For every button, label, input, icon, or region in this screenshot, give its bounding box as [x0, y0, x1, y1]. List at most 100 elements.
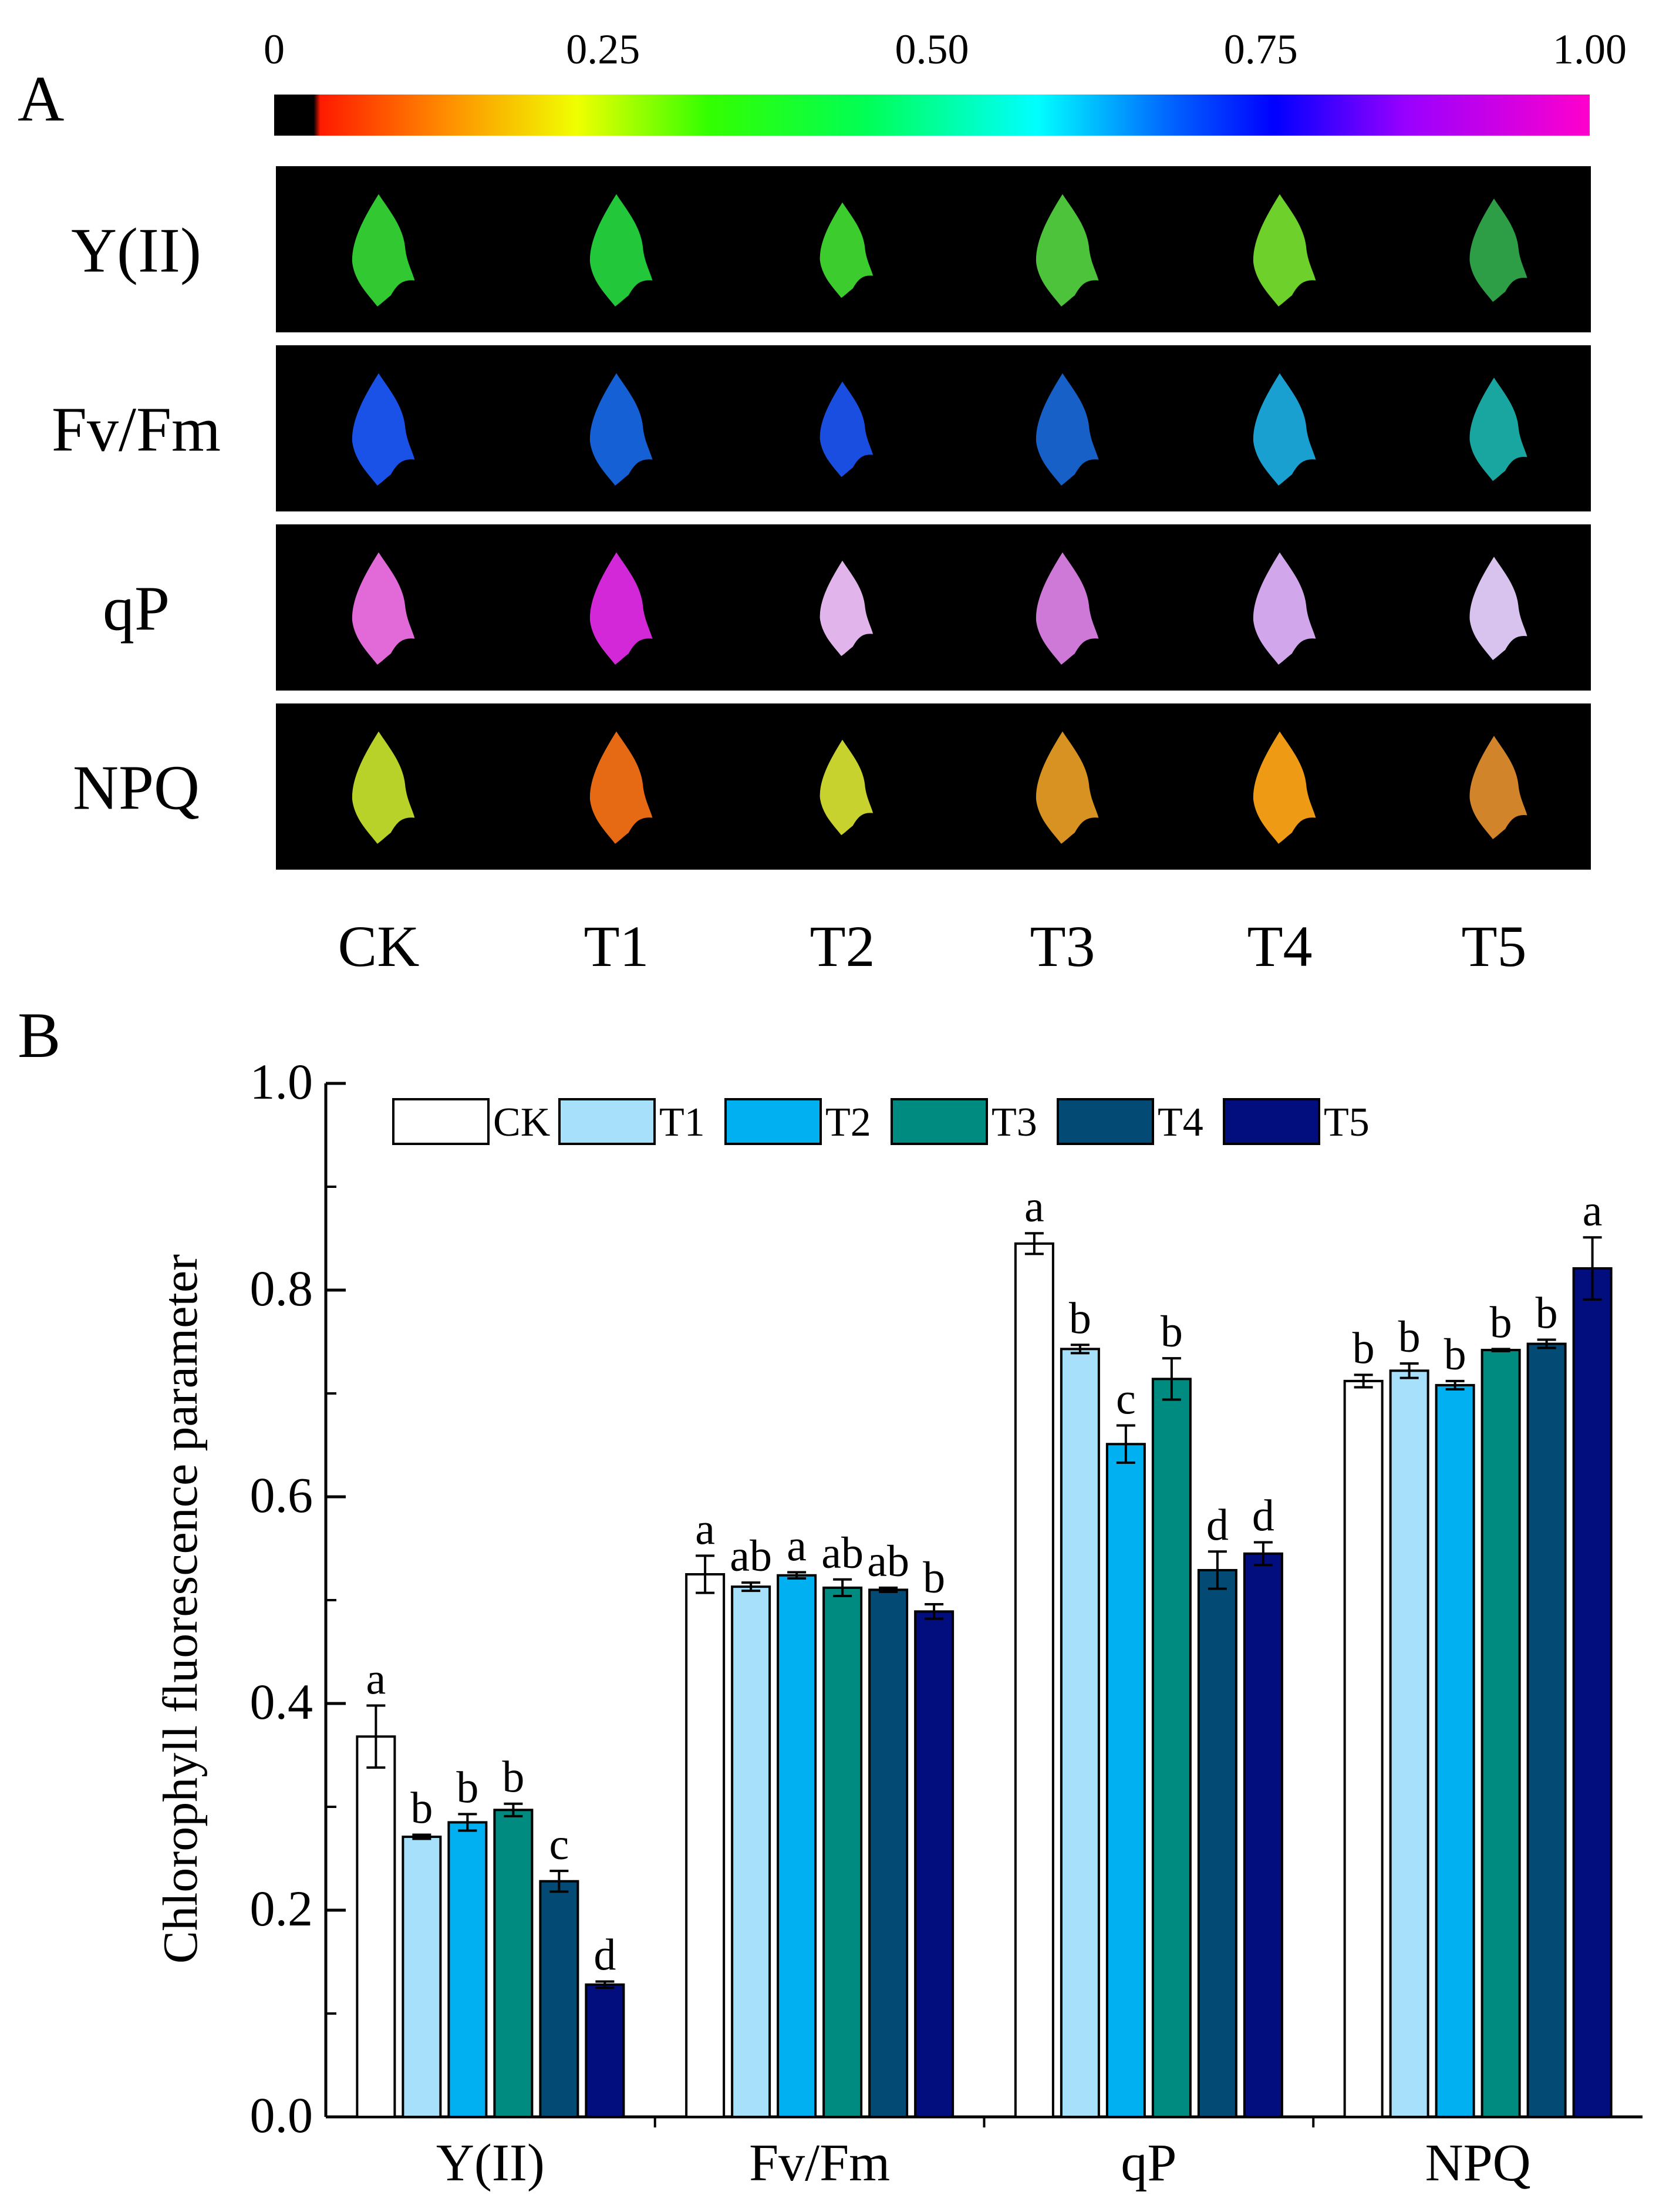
significance-letter: a — [787, 1521, 807, 1570]
y-axis-title: Chlorophyll fluorescence parameter — [153, 1254, 208, 1964]
significance-letter: b — [923, 1553, 945, 1602]
significance-letter: b — [410, 1784, 433, 1833]
legend-label: T4 — [1158, 1100, 1203, 1145]
leaf-image — [589, 552, 653, 665]
leaf-image-panel — [276, 166, 1591, 332]
bar — [1343, 1379, 1384, 2118]
significance-letter: b — [456, 1763, 478, 1812]
bar — [731, 1585, 771, 2119]
colorbar — [274, 95, 1590, 136]
y-tick-label: 0.8 — [250, 1260, 313, 1317]
leaf-image — [1253, 552, 1316, 665]
legend-swatch — [558, 1098, 656, 1145]
leaf-image — [819, 202, 874, 298]
legend-label: T2 — [825, 1100, 871, 1145]
significance-letter: a — [1583, 1186, 1603, 1235]
y-tick-label: 0.0 — [250, 2087, 313, 2143]
treatment-label: T4 — [1247, 914, 1312, 979]
leaf-image — [589, 731, 653, 844]
treatment-label: T1 — [584, 914, 649, 979]
y-tick-label: 0.4 — [250, 1674, 313, 1730]
significance-letter: c — [549, 1820, 569, 1869]
significance-letter: b — [1353, 1324, 1375, 1373]
leaf-image-panel — [276, 524, 1591, 691]
x-category-label: Y(II) — [436, 2134, 545, 2192]
legend-label: T1 — [659, 1100, 705, 1145]
row-label: qP — [103, 574, 170, 644]
bar — [1060, 1348, 1100, 2119]
leaf-image — [819, 739, 874, 836]
significance-letter: b — [1536, 1288, 1558, 1338]
colorbar-tick-label: 0.75 — [1224, 26, 1298, 73]
treatment-label: CK — [338, 914, 420, 979]
significance-letter: b — [1161, 1307, 1183, 1356]
y-tick-label: 1.0 — [250, 1053, 313, 1110]
legend-label: CK — [493, 1100, 550, 1145]
bar — [1572, 1267, 1613, 2118]
leaf-image-panel — [276, 345, 1591, 511]
leaf-image — [352, 731, 415, 844]
significance-letter: b — [1490, 1298, 1512, 1347]
bar — [539, 1880, 579, 2118]
leaf-image — [1253, 731, 1316, 844]
leaf-image — [1469, 736, 1527, 840]
legend-swatch — [392, 1098, 490, 1145]
y-tick-label: 0.6 — [250, 1467, 313, 1523]
panel-a-label: A — [18, 63, 64, 134]
legend-swatch — [891, 1098, 988, 1145]
significance-letter: b — [502, 1753, 524, 1802]
leaf-image — [589, 373, 653, 486]
leaf-image-panel — [276, 703, 1591, 870]
bar — [585, 1983, 625, 2118]
significance-letter: d — [1206, 1500, 1229, 1550]
leaf-image — [1036, 194, 1099, 307]
leaf-image-row: NPQ — [73, 703, 1591, 870]
leaf-image-row: qP — [103, 524, 1591, 691]
bar — [1151, 1378, 1192, 2119]
leaf-image-grid: Y(II) Fv/Fm qP NPQ — [52, 166, 1591, 870]
leaf-image — [819, 381, 874, 477]
leaf-image — [1469, 198, 1527, 302]
row-label: NPQ — [73, 753, 200, 823]
bar — [402, 1836, 442, 2119]
leaf-image — [1469, 557, 1527, 661]
bar — [822, 1586, 863, 2118]
colorbar-tick-label: 1.00 — [1553, 26, 1627, 73]
legend-label: T3 — [991, 1100, 1037, 1145]
legend-swatch — [724, 1098, 822, 1145]
row-label: Fv/Fm — [52, 395, 221, 465]
significance-letter: b — [1444, 1330, 1466, 1379]
legend-swatch — [1057, 1098, 1154, 1145]
leaf-image-row: Fv/Fm — [52, 345, 1591, 511]
bar — [777, 1574, 817, 2118]
leaf-image — [352, 194, 415, 307]
colorbar-tick-label: 0 — [264, 26, 285, 73]
leaf-image — [352, 552, 415, 665]
treatment-label: T3 — [1030, 914, 1095, 979]
significance-letter: a — [366, 1655, 386, 1704]
bar — [1480, 1349, 1521, 2119]
bar — [1526, 1342, 1567, 2118]
bar — [1435, 1383, 1475, 2118]
x-category-label: Fv/Fm — [749, 2134, 890, 2192]
leaf-image — [1036, 373, 1099, 486]
leaf-image — [819, 560, 874, 656]
significance-letter: b — [1069, 1294, 1091, 1343]
significance-letter: a — [1024, 1182, 1044, 1231]
significance-letter: ab — [730, 1531, 772, 1581]
x-category-label: qP — [1121, 2134, 1176, 2192]
bar — [685, 1573, 726, 2118]
leaf-image — [1469, 378, 1527, 482]
leaf-image — [352, 373, 415, 486]
colorbar-tick-label: 0.50 — [895, 26, 969, 73]
bar — [1014, 1242, 1054, 2118]
significance-letter: c — [1116, 1375, 1136, 1424]
bar — [356, 1735, 396, 2119]
significance-letter: ab — [821, 1528, 864, 1578]
significance-letter: a — [695, 1504, 715, 1554]
bar-chart: 0.0 0.2 0.4 0.6 0.8 1.0 Chlorophyll fluorescen… — [153, 1053, 1643, 2192]
bar — [1389, 1369, 1429, 2118]
leaf-image-row: Y(II) — [71, 166, 1591, 332]
legend-swatch — [1223, 1098, 1320, 1145]
